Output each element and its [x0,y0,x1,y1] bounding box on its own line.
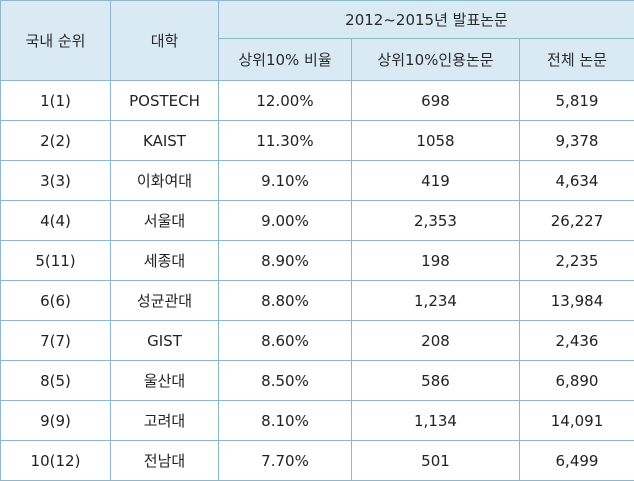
table-row: 7(7) GIST 8.60% 208 2,436 [0,320,634,361]
table-row: 8(5) 울산대 8.50% 586 6,890 [0,360,634,401]
cell-cited: 419 [351,160,520,201]
cell-university: GIST [110,320,219,361]
cell-rank: 4(4) [0,200,111,241]
cell-rank: 5(11) [0,240,111,281]
table-row: 10(12) 전남대 7.70% 501 6,499 [0,440,634,481]
table-row: 3(3) 이화여대 9.10% 419 4,634 [0,160,634,201]
cell-rank: 8(5) [0,360,111,401]
cell-total: 2,235 [519,240,634,281]
cell-ratio: 8.80% [218,280,352,321]
table-row: 5(11) 세종대 8.90% 198 2,235 [0,240,634,281]
cell-university: POSTECH [110,80,219,121]
cell-rank: 2(2) [0,120,111,161]
header-rank: 국내 순위 [0,0,111,81]
cell-rank: 3(3) [0,160,111,201]
cell-cited: 2,353 [351,200,520,241]
cell-rank: 9(9) [0,400,111,441]
cell-cited: 501 [351,440,520,481]
cell-total: 26,227 [519,200,634,241]
cell-cited: 698 [351,80,520,121]
cell-ratio: 8.50% [218,360,352,401]
cell-total: 5,819 [519,80,634,121]
cell-cited: 586 [351,360,520,401]
table-row: 9(9) 고려대 8.10% 1,134 14,091 [0,400,634,441]
cell-university: 이화여대 [110,160,219,201]
cell-university: 울산대 [110,360,219,401]
cell-university: KAIST [110,120,219,161]
cell-university: 성균관대 [110,280,219,321]
cell-university: 전남대 [110,440,219,481]
header-ratio: 상위10% 비율 [218,38,352,81]
cell-total: 9,378 [519,120,634,161]
table-row: 1(1) POSTECH 12.00% 698 5,819 [0,80,634,121]
cell-total: 2,436 [519,320,634,361]
cell-ratio: 12.00% [218,80,352,121]
cell-ratio: 9.10% [218,160,352,201]
cell-ratio: 9.00% [218,200,352,241]
cell-total: 13,984 [519,280,634,321]
table-row: 4(4) 서울대 9.00% 2,353 26,227 [0,200,634,241]
cell-university: 세종대 [110,240,219,281]
cell-cited: 1,234 [351,280,520,321]
cell-total: 14,091 [519,400,634,441]
header-cited: 상위10%인용논문 [351,38,520,81]
cell-cited: 198 [351,240,520,281]
cell-total: 4,634 [519,160,634,201]
cell-total: 6,890 [519,360,634,401]
cell-cited: 1,134 [351,400,520,441]
cell-university: 서울대 [110,200,219,241]
cell-rank: 6(6) [0,280,111,321]
cell-rank: 7(7) [0,320,111,361]
cell-cited: 1058 [351,120,520,161]
cell-ratio: 7.70% [218,440,352,481]
table-row: 6(6) 성균관대 8.80% 1,234 13,984 [0,280,634,321]
cell-ratio: 8.60% [218,320,352,361]
cell-total: 6,499 [519,440,634,481]
cell-university: 고려대 [110,400,219,441]
cell-ratio: 8.90% [218,240,352,281]
cell-ratio: 8.10% [218,400,352,441]
cell-rank: 10(12) [0,440,111,481]
table-row: 2(2) KAIST 11.30% 1058 9,378 [0,120,634,161]
cell-rank: 1(1) [0,80,111,121]
header-total: 전체 논문 [519,38,634,81]
header-university: 대학 [110,0,219,81]
header-group: 2012~2015년 발표논문 [218,0,634,39]
cell-cited: 208 [351,320,520,361]
cell-ratio: 11.30% [218,120,352,161]
